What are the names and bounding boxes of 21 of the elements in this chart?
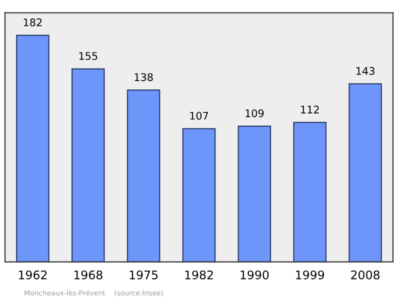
x-tick-label: 1975 [130,270,158,280]
data-label: 143 [356,67,374,75]
data-label: 182 [24,18,42,26]
x-tick-label: 1968 [74,270,102,280]
bar [126,90,160,262]
data-label: 112 [301,106,319,114]
bar [16,34,50,262]
bar [182,128,216,262]
data-label: 138 [134,73,153,82]
x-tick-label: 1990 [240,270,269,280]
bar [348,83,382,262]
x-tick-label: 1962 [18,270,47,280]
x-tick-label: 1982 [185,270,213,280]
data-label: 109 [246,109,264,118]
x-tick-label: 2008 [351,270,380,280]
bar [238,126,272,262]
bar [293,122,326,262]
data-label: 107 [190,112,208,120]
bar [72,68,105,262]
x-tick-label: 1999 [296,270,324,280]
data-label: 155 [79,52,98,60]
